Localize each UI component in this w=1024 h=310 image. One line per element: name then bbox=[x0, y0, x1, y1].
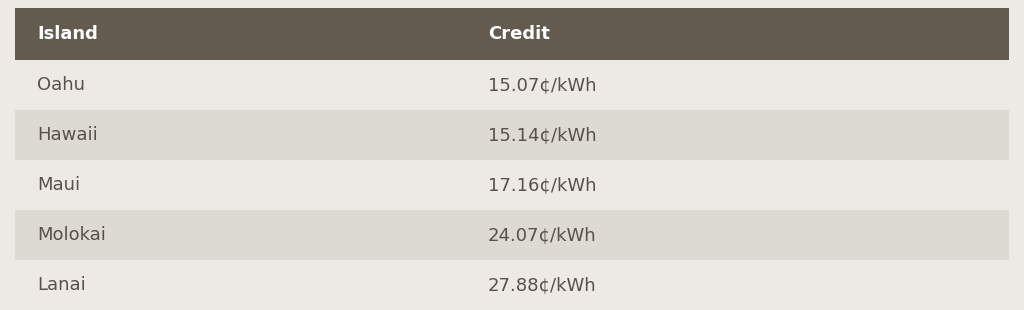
Text: Island: Island bbox=[37, 25, 98, 43]
Text: 15.14¢/kWh: 15.14¢/kWh bbox=[487, 126, 597, 144]
Text: 24.07¢/kWh: 24.07¢/kWh bbox=[487, 226, 597, 244]
Text: Credit: Credit bbox=[487, 25, 550, 43]
Bar bbox=[15, 8, 1009, 60]
Bar bbox=[15, 110, 1009, 160]
Text: 17.16¢/kWh: 17.16¢/kWh bbox=[487, 176, 596, 194]
Text: 15.07¢/kWh: 15.07¢/kWh bbox=[487, 76, 596, 94]
Bar bbox=[15, 210, 1009, 260]
Text: 27.88¢/kWh: 27.88¢/kWh bbox=[487, 276, 597, 294]
Text: Hawaii: Hawaii bbox=[37, 126, 97, 144]
Bar bbox=[15, 60, 1009, 110]
Bar bbox=[15, 260, 1009, 310]
Bar bbox=[15, 160, 1009, 210]
Text: Lanai: Lanai bbox=[37, 276, 86, 294]
Text: Oahu: Oahu bbox=[37, 76, 85, 94]
Text: Molokai: Molokai bbox=[37, 226, 105, 244]
Text: Maui: Maui bbox=[37, 176, 80, 194]
